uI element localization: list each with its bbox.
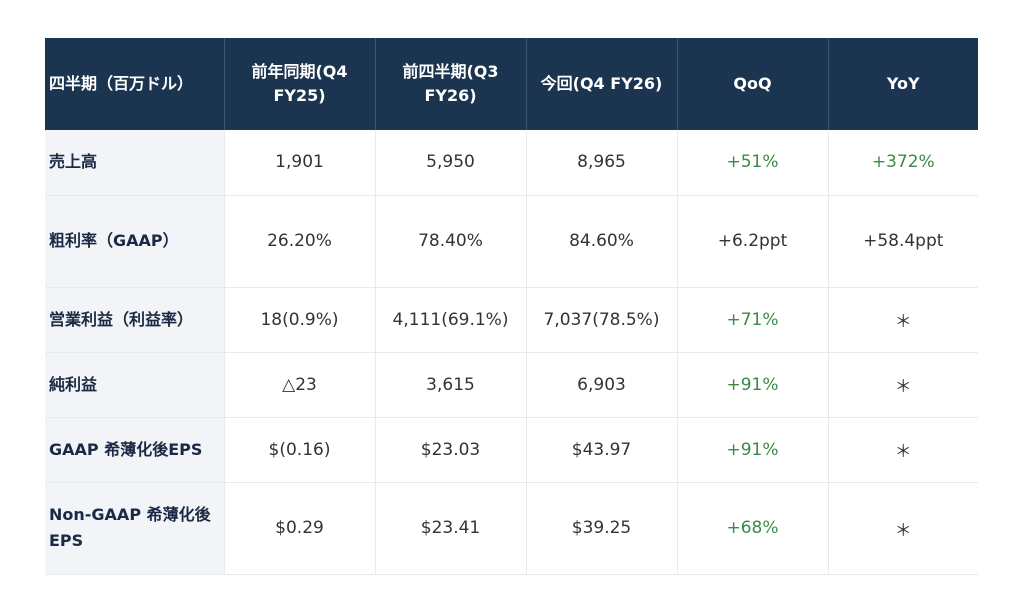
cell-prior-year: $0.29 [224,482,376,575]
table-row-net-income: 純利益 △23 3,615 6,903 +91% ＊ [45,352,978,418]
cell-current: 84.60% [526,195,678,288]
header-quarter: 四半期（百万ドル） [45,38,225,130]
cell-prior-quarter: 78.40% [375,195,527,288]
table-header-row: 四半期（百万ドル） 前年同期(Q4 FY25) 前四半期(Q3 FY26) 今回… [45,38,978,130]
cell-current: $43.97 [526,417,678,483]
cell-prior-year: 26.20% [224,195,376,288]
header-prior-quarter: 前四半期(Q3 FY26) [375,38,527,130]
financial-summary-table: 四半期（百万ドル） 前年同期(Q4 FY25) 前四半期(Q3 FY26) 今回… [45,38,978,575]
row-label: 営業利益（利益率） [45,287,225,353]
table-row-gaap-eps: GAAP 希薄化後EPS $(0.16) $23.03 $43.97 +91% … [45,417,978,483]
cell-prior-quarter: 3,615 [375,352,527,418]
cell-prior-year: $(0.16) [224,417,376,483]
cell-qoq: +91% [677,417,829,483]
cell-prior-year: 1,901 [224,130,376,196]
cell-prior-quarter: $23.03 [375,417,527,483]
cell-yoy: ＊ [828,417,978,483]
header-qoq: QoQ [677,38,829,130]
table-row-revenue: 売上高 1,901 5,950 8,965 +51% +372% [45,130,978,196]
cell-yoy: ＊ [828,287,978,353]
row-label: GAAP 希薄化後EPS [45,417,225,483]
table-row-non-gaap-eps: Non-GAAP 希薄化後EPS $0.29 $23.41 $39.25 +68… [45,482,978,575]
header-current: 今回(Q4 FY26) [526,38,678,130]
cell-yoy: ＊ [828,482,978,575]
cell-prior-year: △23 [224,352,376,418]
cell-yoy: +372% [828,130,978,196]
cell-prior-quarter: 4,111(69.1%) [375,287,527,353]
cell-yoy: ＊ [828,352,978,418]
cell-qoq: +68% [677,482,829,575]
header-prior-year: 前年同期(Q4 FY25) [224,38,376,130]
cell-current: 8,965 [526,130,678,196]
row-label: 純利益 [45,352,225,418]
cell-qoq: +91% [677,352,829,418]
row-label: Non-GAAP 希薄化後EPS [45,482,225,575]
cell-yoy: +58.4ppt [828,195,978,288]
table-row-gross-margin: 粗利率（GAAP） 26.20% 78.40% 84.60% +6.2ppt +… [45,195,978,288]
cell-current: $39.25 [526,482,678,575]
cell-qoq: +71% [677,287,829,353]
cell-prior-quarter: $23.41 [375,482,527,575]
row-label: 粗利率（GAAP） [45,195,225,288]
cell-qoq: +6.2ppt [677,195,829,288]
cell-current: 7,037(78.5%) [526,287,678,353]
table-row-operating-income: 営業利益（利益率） 18(0.9%) 4,111(69.1%) 7,037(78… [45,287,978,353]
cell-current: 6,903 [526,352,678,418]
cell-prior-year: 18(0.9%) [224,287,376,353]
cell-qoq: +51% [677,130,829,196]
cell-prior-quarter: 5,950 [375,130,527,196]
header-yoy: YoY [828,38,978,130]
row-label: 売上高 [45,130,225,196]
